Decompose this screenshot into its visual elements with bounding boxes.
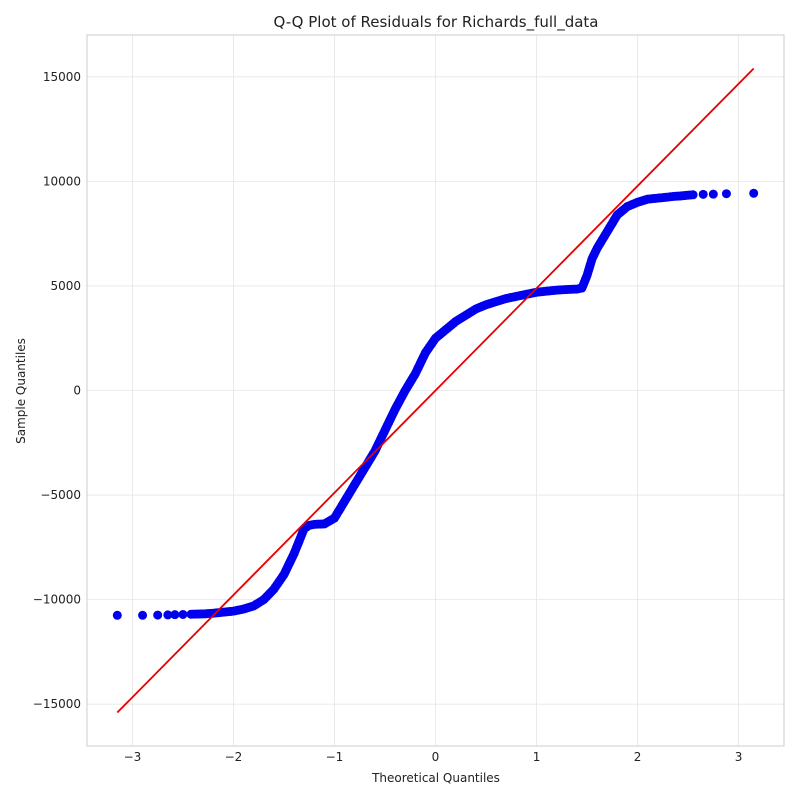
x-tick-label: 0 xyxy=(432,750,440,764)
data-point xyxy=(170,610,180,620)
data-point xyxy=(749,188,759,198)
x-tick-label: 2 xyxy=(634,750,642,764)
data-point xyxy=(138,610,148,620)
data-point xyxy=(112,610,122,620)
y-tick-label: 5000 xyxy=(50,279,81,293)
grid xyxy=(87,35,784,746)
data-point xyxy=(178,609,188,619)
x-axis-ticks: −3 −2 −1 0 1 2 3 xyxy=(124,750,743,764)
y-axis-label: Sample Quantiles xyxy=(14,338,28,444)
x-tick-label: −3 xyxy=(124,750,142,764)
data-point xyxy=(153,610,163,620)
x-tick-label: 1 xyxy=(533,750,541,764)
x-tick-label: −1 xyxy=(326,750,344,764)
y-tick-label: −5000 xyxy=(40,488,81,502)
reference-line xyxy=(116,67,755,714)
y-tick-label: 0 xyxy=(73,384,81,398)
data-point xyxy=(698,189,708,199)
y-tick-label: 15000 xyxy=(43,70,81,84)
y-tick-label: −10000 xyxy=(33,593,81,607)
data-point xyxy=(688,190,698,200)
chart-title: Q-Q Plot of Residuals for Richards_full_… xyxy=(273,13,598,32)
data-point xyxy=(163,610,173,620)
x-tick-label: 3 xyxy=(735,750,743,764)
data-point xyxy=(721,189,731,199)
y-axis-ticks: −15000 −10000 −5000 0 5000 10000 15000 xyxy=(33,70,81,711)
x-axis-label: Theoretical Quantiles xyxy=(371,771,500,785)
y-tick-label: 10000 xyxy=(43,174,81,188)
plot-frame xyxy=(86,34,785,747)
reference-line-group xyxy=(116,67,755,714)
y-tick-label: −15000 xyxy=(33,697,81,711)
data-point xyxy=(708,189,718,199)
x-tick-label: −2 xyxy=(225,750,243,764)
